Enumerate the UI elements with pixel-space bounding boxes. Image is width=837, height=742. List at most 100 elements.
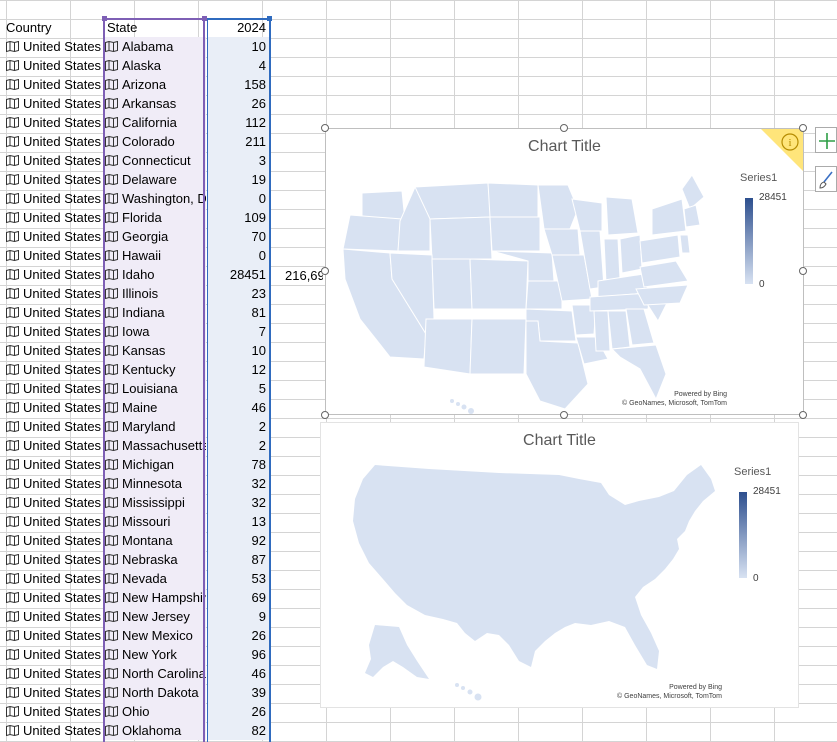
country-cell[interactable]: United States bbox=[6, 664, 103, 683]
state-cell[interactable]: North Dakota bbox=[105, 683, 206, 702]
header-state[interactable]: State bbox=[107, 20, 138, 35]
state-range-handle-right[interactable] bbox=[202, 16, 207, 21]
country-cell[interactable]: United States bbox=[6, 550, 103, 569]
state-cell[interactable]: Alaska bbox=[105, 56, 206, 75]
country-cell[interactable]: United States bbox=[6, 436, 103, 455]
state-cell[interactable]: Oklahoma bbox=[105, 721, 206, 740]
chart-styles-button[interactable] bbox=[815, 166, 837, 192]
country-cell[interactable]: United States bbox=[6, 265, 103, 284]
value-cell[interactable]: 26 bbox=[251, 704, 266, 719]
value-cell[interactable]: 46 bbox=[251, 400, 266, 415]
value-cell[interactable]: 4 bbox=[258, 58, 266, 73]
country-cell[interactable]: United States bbox=[6, 132, 103, 151]
resize-handle-w[interactable] bbox=[321, 267, 329, 275]
us-outline-map[interactable] bbox=[339, 455, 729, 705]
resize-handle-n[interactable] bbox=[560, 124, 568, 132]
state-cell[interactable]: Mississippi bbox=[105, 493, 206, 512]
state-cell[interactable]: Minnesota bbox=[105, 474, 206, 493]
country-cell[interactable]: United States bbox=[6, 512, 103, 531]
value-cell[interactable]: 32 bbox=[251, 495, 266, 510]
header-country[interactable]: Country bbox=[6, 20, 52, 35]
value-cell[interactable]: 87 bbox=[251, 552, 266, 567]
value-cell[interactable]: 0 bbox=[258, 248, 266, 263]
country-cell[interactable]: United States bbox=[6, 607, 103, 626]
state-cell[interactable]: Washington, D.C. bbox=[105, 189, 206, 208]
country-cell[interactable]: United States bbox=[6, 683, 103, 702]
state-cell[interactable]: Idaho bbox=[105, 265, 206, 284]
country-cell[interactable]: United States bbox=[6, 341, 103, 360]
value-cell[interactable]: 112 bbox=[245, 115, 266, 130]
state-cell[interactable]: Georgia bbox=[105, 227, 206, 246]
state-cell[interactable]: Kansas bbox=[105, 341, 206, 360]
resize-handle-sw[interactable] bbox=[321, 411, 329, 419]
country-cell[interactable]: United States bbox=[6, 360, 103, 379]
value-cell[interactable]: 53 bbox=[251, 571, 266, 586]
resize-handle-nw[interactable] bbox=[321, 124, 329, 132]
country-cell[interactable]: United States bbox=[6, 37, 103, 56]
country-cell[interactable]: United States bbox=[6, 474, 103, 493]
country-cell[interactable]: United States bbox=[6, 246, 103, 265]
country-cell[interactable]: United States bbox=[6, 455, 103, 474]
value-cell[interactable]: 23 bbox=[251, 286, 266, 301]
value-cell[interactable]: 10 bbox=[251, 343, 266, 358]
country-cell[interactable]: United States bbox=[6, 322, 103, 341]
chart-title[interactable]: Chart Title bbox=[528, 138, 601, 155]
state-cell[interactable]: Arkansas bbox=[105, 94, 206, 113]
info-icon[interactable]: i bbox=[761, 129, 803, 171]
resize-handle-s[interactable] bbox=[560, 411, 568, 419]
resize-handle-se[interactable] bbox=[799, 411, 807, 419]
overflow-cell[interactable]: 216,69 bbox=[285, 268, 323, 283]
state-cell[interactable]: Florida bbox=[105, 208, 206, 227]
country-cell[interactable]: United States bbox=[6, 721, 103, 740]
us-states-map[interactable] bbox=[340, 169, 710, 414]
state-cell[interactable]: Connecticut bbox=[105, 151, 206, 170]
value-cell[interactable]: 92 bbox=[251, 533, 266, 548]
country-cell[interactable]: United States bbox=[6, 227, 103, 246]
value-cell[interactable]: 69 bbox=[251, 590, 266, 605]
state-cell[interactable]: Maryland bbox=[105, 417, 206, 436]
country-cell[interactable]: United States bbox=[6, 113, 103, 132]
country-cell[interactable]: United States bbox=[6, 284, 103, 303]
resize-handle-ne[interactable] bbox=[799, 124, 807, 132]
value-cell[interactable]: 13 bbox=[251, 514, 266, 529]
header-value[interactable]: 2024 bbox=[237, 20, 266, 35]
state-cell[interactable]: New Jersey bbox=[105, 607, 206, 626]
map-chart-1[interactable]: Chart Title bbox=[325, 128, 804, 415]
value-cell[interactable]: 70 bbox=[251, 229, 266, 244]
value-cell[interactable]: 9 bbox=[258, 609, 266, 624]
country-cell[interactable]: United States bbox=[6, 208, 103, 227]
state-cell[interactable]: Maine bbox=[105, 398, 206, 417]
country-cell[interactable]: United States bbox=[6, 56, 103, 75]
state-cell[interactable]: Ohio bbox=[105, 702, 206, 721]
country-cell[interactable]: United States bbox=[6, 170, 103, 189]
country-cell[interactable]: United States bbox=[6, 493, 103, 512]
state-cell[interactable]: Iowa bbox=[105, 322, 206, 341]
value-cell[interactable]: 2 bbox=[258, 419, 266, 434]
country-cell[interactable]: United States bbox=[6, 569, 103, 588]
value-cell[interactable]: 81 bbox=[251, 305, 266, 320]
value-cell[interactable]: 158 bbox=[244, 77, 266, 92]
state-cell[interactable]: Alabama bbox=[105, 37, 206, 56]
chart-elements-button[interactable] bbox=[815, 127, 837, 153]
country-cell[interactable]: United States bbox=[6, 531, 103, 550]
value-cell[interactable]: 78 bbox=[251, 457, 266, 472]
state-cell[interactable]: Montana bbox=[105, 531, 206, 550]
state-cell[interactable]: Kentucky bbox=[105, 360, 206, 379]
value-cell[interactable]: 12 bbox=[251, 362, 266, 377]
value-cell[interactable]: 96 bbox=[251, 647, 266, 662]
state-cell[interactable]: Arizona bbox=[105, 75, 206, 94]
value-cell[interactable]: 32 bbox=[251, 476, 266, 491]
value-cell[interactable]: 82 bbox=[251, 723, 266, 738]
chart-title[interactable]: Chart Title bbox=[523, 432, 596, 449]
value-cell[interactable]: 3 bbox=[258, 153, 266, 168]
state-cell[interactable]: Massachusetts bbox=[105, 436, 206, 455]
value-cell[interactable]: 0 bbox=[258, 191, 266, 206]
state-cell[interactable]: Nebraska bbox=[105, 550, 206, 569]
country-cell[interactable]: United States bbox=[6, 398, 103, 417]
value-cell[interactable]: 109 bbox=[244, 210, 266, 225]
value-cell[interactable]: 28451 bbox=[229, 267, 266, 282]
value-cell[interactable]: 5 bbox=[258, 381, 266, 396]
map-chart-2[interactable]: Chart Title Series1 28451 0 Powered by B… bbox=[320, 422, 799, 708]
value-range-handle[interactable] bbox=[267, 16, 272, 21]
state-cell[interactable]: North Carolina bbox=[105, 664, 206, 683]
